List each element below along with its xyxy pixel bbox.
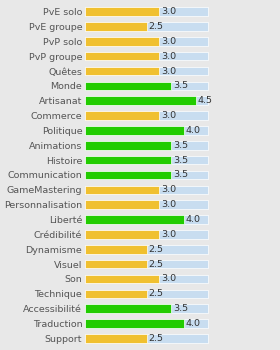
- Bar: [85, 7, 159, 16]
- Text: 2.5: 2.5: [149, 260, 164, 269]
- Bar: [85, 96, 208, 105]
- Bar: [85, 260, 208, 268]
- Bar: [85, 52, 159, 61]
- Bar: [85, 171, 171, 179]
- Text: 2.5: 2.5: [149, 245, 164, 254]
- Bar: [85, 141, 171, 149]
- Bar: [85, 67, 159, 75]
- Bar: [85, 319, 208, 328]
- Bar: [85, 275, 208, 283]
- Bar: [85, 260, 147, 268]
- Text: 3.5: 3.5: [173, 170, 188, 180]
- Bar: [85, 304, 208, 313]
- Bar: [85, 37, 159, 46]
- Bar: [85, 126, 183, 135]
- Bar: [85, 334, 147, 343]
- Text: 3.5: 3.5: [173, 156, 188, 164]
- Bar: [85, 186, 159, 194]
- Bar: [85, 96, 196, 105]
- Bar: [85, 245, 208, 254]
- Bar: [85, 215, 183, 224]
- Bar: [85, 186, 208, 194]
- Bar: [85, 141, 208, 149]
- Text: 3.0: 3.0: [161, 7, 176, 16]
- Text: 3.0: 3.0: [161, 52, 176, 61]
- Bar: [85, 334, 208, 343]
- Bar: [85, 201, 208, 209]
- Bar: [85, 275, 159, 283]
- Text: 3.0: 3.0: [161, 66, 176, 76]
- Text: 3.0: 3.0: [161, 230, 176, 239]
- Text: 3.0: 3.0: [161, 274, 176, 284]
- Text: 2.5: 2.5: [149, 289, 164, 298]
- Text: 2.5: 2.5: [149, 22, 164, 31]
- Bar: [85, 289, 208, 298]
- Bar: [85, 82, 171, 90]
- Text: 3.5: 3.5: [173, 141, 188, 150]
- Bar: [85, 245, 147, 254]
- Bar: [85, 230, 159, 239]
- Bar: [85, 289, 147, 298]
- Bar: [85, 230, 208, 239]
- Text: 3.5: 3.5: [173, 304, 188, 313]
- Bar: [85, 7, 208, 16]
- Bar: [85, 215, 208, 224]
- Text: 4.0: 4.0: [185, 126, 200, 135]
- Bar: [85, 171, 208, 179]
- Bar: [85, 22, 147, 31]
- Text: 4.0: 4.0: [185, 215, 200, 224]
- Text: 3.0: 3.0: [161, 111, 176, 120]
- Bar: [85, 319, 183, 328]
- Bar: [85, 201, 159, 209]
- Bar: [85, 304, 171, 313]
- Text: 3.5: 3.5: [173, 81, 188, 90]
- Text: 4.0: 4.0: [185, 319, 200, 328]
- Text: 3.0: 3.0: [161, 37, 176, 46]
- Text: 4.5: 4.5: [198, 96, 213, 105]
- Bar: [85, 111, 208, 120]
- Text: 3.0: 3.0: [161, 186, 176, 194]
- Bar: [85, 67, 208, 75]
- Bar: [85, 126, 208, 135]
- Bar: [85, 52, 208, 61]
- Bar: [85, 156, 208, 164]
- Text: 3.0: 3.0: [161, 200, 176, 209]
- Text: 2.5: 2.5: [149, 334, 164, 343]
- Bar: [85, 37, 208, 46]
- Bar: [85, 22, 208, 31]
- Bar: [85, 156, 171, 164]
- Bar: [85, 82, 208, 90]
- Bar: [85, 111, 159, 120]
